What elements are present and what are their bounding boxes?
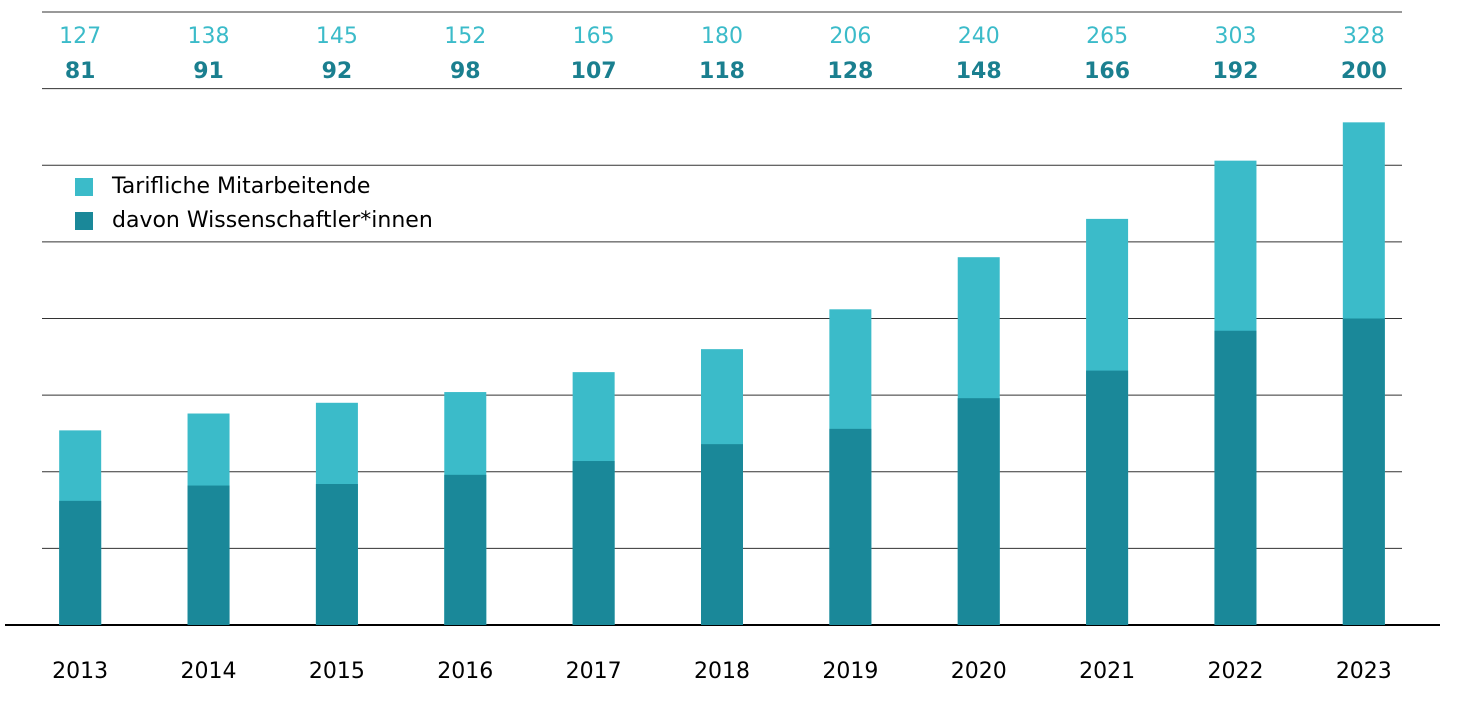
- value-label: 206: [829, 24, 871, 49]
- bar: [1086, 370, 1129, 625]
- value-label: 81: [65, 59, 96, 84]
- x-tick-label: 2013: [52, 659, 108, 684]
- bar: [572, 461, 615, 625]
- value-label: 200: [1341, 59, 1387, 84]
- bar: [1214, 330, 1257, 625]
- legend-swatch: [75, 212, 93, 230]
- x-tick-label: 2021: [1079, 659, 1135, 684]
- x-tick-label: 2017: [566, 659, 622, 684]
- value-label: 127: [59, 24, 101, 49]
- bar: [187, 485, 230, 625]
- x-tick-label: 2016: [437, 659, 493, 684]
- value-label: 152: [444, 24, 486, 49]
- value-label: 92: [322, 59, 353, 84]
- value-label: 107: [571, 59, 617, 84]
- value-label: 98: [450, 59, 481, 84]
- x-tick-label: 2015: [309, 659, 365, 684]
- x-tick-label: 2018: [694, 659, 750, 684]
- bar: [59, 500, 102, 625]
- value-label: 128: [827, 59, 873, 84]
- x-tick-label: 2019: [822, 659, 878, 684]
- legend-label: davon Wissenschaftler*innen: [112, 208, 433, 233]
- bar: [444, 474, 487, 625]
- value-label: 180: [701, 24, 743, 49]
- legend-swatch: [75, 178, 93, 196]
- value-label: 118: [699, 59, 745, 84]
- bar: [1342, 318, 1385, 625]
- value-label: 265: [1086, 24, 1128, 49]
- x-tick-label: 2023: [1336, 659, 1392, 684]
- value-label: 91: [193, 59, 224, 84]
- legend-label: Tarifliche Mitarbeitende: [111, 174, 370, 199]
- value-label: 303: [1214, 24, 1256, 49]
- value-label: 165: [573, 24, 615, 49]
- value-label: 148: [956, 59, 1002, 84]
- value-label: 192: [1212, 59, 1258, 84]
- bar: [957, 398, 1000, 625]
- x-tick-label: 2020: [951, 659, 1007, 684]
- value-label: 328: [1343, 24, 1385, 49]
- x-tick-label: 2014: [181, 659, 237, 684]
- x-tick-label: 2022: [1207, 659, 1263, 684]
- bar: [701, 444, 743, 625]
- bar: [829, 428, 872, 625]
- value-label: 240: [958, 24, 1000, 49]
- value-label: 166: [1084, 59, 1130, 84]
- bar: [315, 484, 358, 625]
- value-label: 138: [188, 24, 230, 49]
- value-label: 145: [316, 24, 358, 49]
